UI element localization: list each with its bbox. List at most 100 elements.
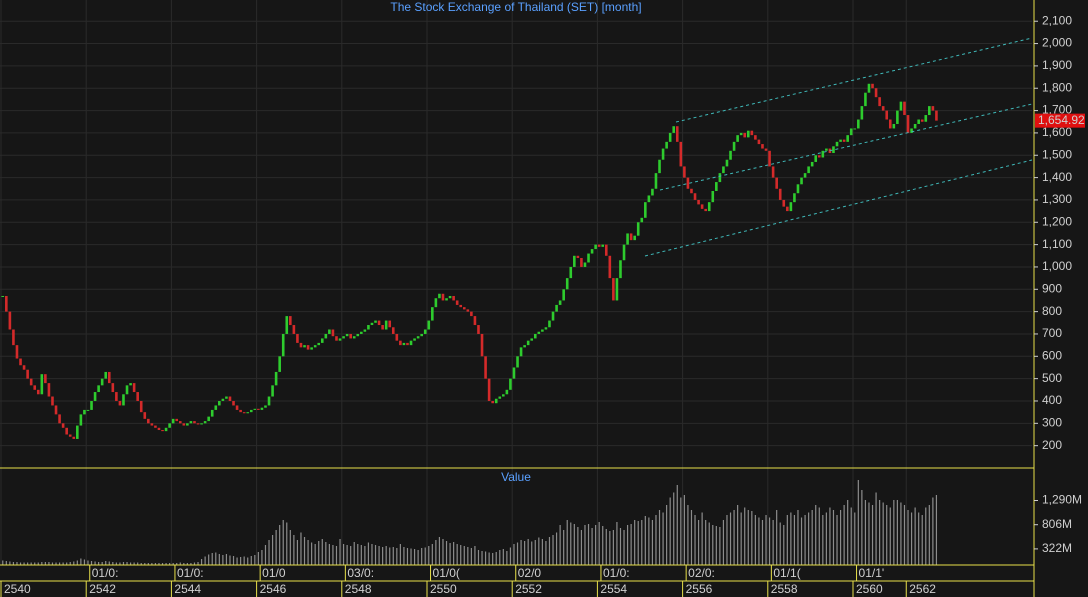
- x-tick-label: 2558: [771, 582, 798, 596]
- candle: [86, 409, 90, 411]
- candle: [200, 423, 203, 425]
- volume-bar: [879, 500, 881, 565]
- volume-bar: [484, 551, 487, 565]
- x2-tick-label: 01/0:: [603, 566, 630, 580]
- volume-bar: [186, 563, 188, 565]
- candle: [725, 159, 729, 167]
- volume-bar: [279, 525, 281, 565]
- volume-bar: [815, 505, 817, 565]
- volume-bar: [861, 490, 863, 565]
- volume-bar: [570, 522, 572, 565]
- candle: [867, 83, 871, 93]
- volume-bar: [353, 542, 355, 565]
- candle: [434, 298, 438, 308]
- candle: [573, 255, 576, 267]
- candle: [626, 233, 629, 245]
- candle: [107, 371, 111, 384]
- x2-tick-label: 01/0: [262, 566, 286, 580]
- volume-bar: [474, 546, 476, 565]
- volume-bar: [875, 492, 877, 565]
- volume-bar: [16, 562, 18, 565]
- volume-bar: [129, 562, 132, 565]
- candle: [58, 414, 61, 424]
- volume-bar: [417, 550, 419, 565]
- candle: [189, 421, 193, 424]
- volume-bar: [648, 517, 650, 565]
- candle: [587, 253, 590, 263]
- volume-bar: [275, 530, 277, 565]
- candle: [299, 342, 303, 348]
- candle: [608, 255, 612, 279]
- candle: [384, 320, 388, 330]
- volume-bar: [921, 515, 923, 565]
- y-tick-label: 1,400: [1042, 170, 1072, 184]
- volume-bar: [825, 512, 827, 565]
- x2-tick-label: 01/0:: [92, 566, 119, 580]
- volume-bar: [673, 492, 675, 565]
- candle: [516, 356, 519, 368]
- candle: [498, 396, 502, 399]
- volume-bar: [708, 522, 710, 565]
- candle: [310, 347, 313, 350]
- volume-bar: [122, 562, 125, 565]
- x-tick-label: 2546: [260, 582, 287, 596]
- volume-bar: [435, 540, 437, 565]
- volume-bar: [690, 510, 693, 565]
- volume-bar: [119, 562, 121, 565]
- volume-bar: [247, 557, 249, 565]
- volume-bar: [431, 544, 433, 565]
- candle: [79, 414, 83, 426]
- candle: [356, 333, 360, 337]
- volume-bar: [154, 563, 157, 565]
- candle: [835, 141, 839, 147]
- volume-bar: [410, 548, 412, 565]
- candle: [125, 385, 129, 395]
- volume-bar: [5, 561, 7, 565]
- x-tick-label: 2548: [345, 582, 372, 596]
- volume-bar: [112, 562, 114, 565]
- volume-bar: [577, 527, 579, 565]
- candle: [225, 396, 228, 399]
- candle: [317, 342, 321, 346]
- volume-bar: [240, 557, 242, 565]
- candle: [860, 106, 864, 120]
- volume-bar: [502, 549, 504, 565]
- candle: [814, 155, 818, 162]
- volume-bar: [687, 505, 689, 565]
- candle: [775, 177, 778, 189]
- volume-bar: [488, 552, 490, 565]
- volume-bar: [161, 563, 164, 565]
- volume-bar: [254, 555, 256, 565]
- volume-bar: [115, 562, 117, 565]
- candle: [264, 405, 267, 408]
- volume-bar: [87, 560, 89, 565]
- volume-bar: [271, 535, 274, 565]
- candle: [61, 423, 65, 428]
- candle: [328, 329, 331, 334]
- volume-bar: [644, 516, 646, 565]
- volume-bar: [133, 562, 135, 565]
- volume-bar: [555, 532, 558, 565]
- volume-bar: [314, 544, 316, 565]
- volume-bar: [602, 526, 604, 565]
- volume-bar: [793, 515, 796, 565]
- candle: [906, 115, 910, 133]
- y-tick-label: 200: [1042, 438, 1062, 452]
- volume-bar: [449, 543, 451, 565]
- volume-bar: [829, 507, 831, 565]
- candle: [296, 333, 299, 343]
- candle: [242, 412, 246, 414]
- x-tick-label: 2540: [4, 582, 31, 596]
- volume-bar: [626, 525, 629, 565]
- candle: [196, 423, 200, 425]
- y-tick-label: 1,300: [1042, 192, 1072, 206]
- y-tick-label: 1,500: [1042, 147, 1072, 161]
- volume-bar: [783, 525, 785, 565]
- candle: [178, 421, 182, 424]
- candle: [693, 193, 697, 200]
- volume-bar: [935, 495, 938, 565]
- candle: [864, 92, 867, 107]
- candle: [221, 398, 225, 401]
- candle: [253, 408, 257, 410]
- volume-bar: [211, 553, 213, 565]
